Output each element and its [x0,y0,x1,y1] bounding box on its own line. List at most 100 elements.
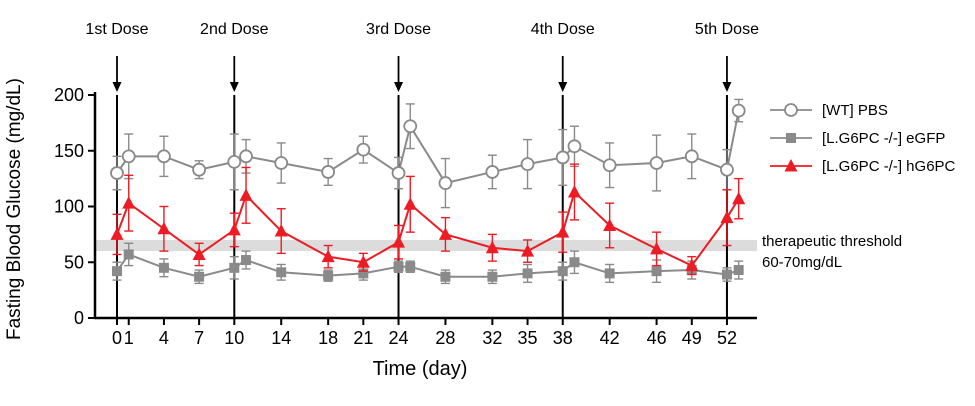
y-tick-label: 200 [54,85,84,105]
x-tick-label: 38 [553,328,573,348]
dose-label: 1st Dose [85,21,148,38]
x-tick-label: 28 [435,328,455,348]
marker-open-circle [403,119,418,134]
marker-filled-triangle [732,191,746,205]
x-tick-label: 32 [482,328,502,348]
dose-label: 2nd Dose [200,21,269,38]
marker-filled-square [405,261,416,272]
legend-item: [L.G6PC -/-] eGFP [768,129,973,147]
marker-filled-triangle [650,241,664,255]
marker-filled-triangle [438,227,452,240]
x-tick-label: 42 [600,328,620,348]
marker-filled-square [569,257,580,268]
marker-filled-triangle [720,210,734,224]
threshold-annotation-line1: therapeutic threshold [762,233,903,250]
x-tick-label: 4 [159,328,169,348]
marker-open-circle [239,149,253,164]
marker-filled-square [123,249,134,260]
marker-open-circle [192,162,207,177]
marker-open-circle [321,165,336,179]
marker-filled-triangle [403,197,417,210]
threshold-annotation-line2: 60-70mg/dL [762,254,843,271]
marker-filled-square [358,268,369,279]
marker-filled-square [651,266,662,277]
series-line-filled-square [116,253,740,278]
threshold-annotation: therapeutic threshold 60-70mg/dL [762,231,972,273]
marker-filled-square [557,266,568,277]
x-tick-label: 7 [194,328,204,348]
marker-filled-square [604,268,615,279]
marker-filled-triangle [321,249,335,263]
x-tick-label: 49 [682,328,702,348]
dose-label: 5th Dose [695,21,759,38]
marker-open-circle [157,149,171,164]
x-tick-label: 24 [389,328,409,348]
marker-filled-triangle [122,196,136,209]
legend-label: [WT] PBS [822,101,888,119]
y-tick-label: 150 [54,141,84,161]
x-tick-label: 10 [224,328,244,348]
x-tick-label: 52 [717,328,737,348]
marker-filled-triangle [110,227,124,240]
dose-label: 4th Dose [531,21,595,38]
y-axis-label: Fasting Blood Glucose (mg/dL) [4,78,25,340]
marker-filled-square [393,261,404,272]
y-tick-label: 100 [54,197,84,217]
marker-filled-square [440,271,451,282]
marker-filled-square [158,262,169,273]
marker-filled-square [241,255,252,266]
dose-label: 3rd Dose [366,21,431,38]
marker-filled-square [194,271,205,282]
x-tick-label: 1 [124,328,134,348]
marker-open-circle [649,156,664,170]
x-tick-label: 21 [353,328,373,348]
marker-filled-triangle [227,222,241,236]
marker-open-circle [731,103,746,118]
x-tick-label: 0 [112,328,122,348]
marker-filled-square [229,262,240,273]
marker-filled-triangle [567,185,581,198]
legend-marker-open-circle [770,103,812,117]
dose-arrow-head [722,82,732,92]
x-tick-label: 35 [518,328,538,348]
marker-filled-triangle [356,255,370,268]
marker-open-circle [684,149,699,164]
marker-open-circle [485,165,500,179]
marker-filled-square [323,270,334,281]
dose-arrow-head [229,82,239,92]
marker-filled-triangle [274,224,288,237]
marker-open-circle [520,157,535,172]
marker-filled-square [276,267,287,278]
legend: [WT] PBS [L.G6PC -/-] eGFP [L.G6PC -/-] hG… [768,101,973,185]
marker-open-circle [438,176,453,190]
marker-open-circle [110,166,124,180]
marker-filled-triangle [485,240,499,254]
therapeutic-threshold-band [95,239,757,252]
marker-open-circle [356,142,371,157]
marker-open-circle [567,139,582,154]
marker-filled-triangle [239,188,253,201]
marker-open-circle [227,154,242,169]
dose-arrow-head [558,82,568,92]
marker-filled-triangle [556,225,570,238]
marker-filled-triangle [157,221,171,235]
marker-filled-square [112,266,122,277]
y-tick-label: 0 [74,308,84,328]
marker-open-circle [555,150,570,165]
series-line-open-circle [116,110,740,185]
marker-open-circle [720,162,734,177]
marker-filled-triangle [603,218,617,231]
legend-item: [L.G6PC -/-] hG6PC [768,157,973,175]
marker-filled-triangle [392,235,406,248]
legend-marker-filled-triangle [770,159,812,172]
x-tick-label: 14 [271,328,291,348]
marker-filled-triangle [685,258,699,272]
marker-filled-square [721,269,732,280]
marker-filled-square [522,268,533,279]
marker-filled-triangle [192,247,206,260]
marker-open-circle [391,166,406,180]
legend-label: [L.G6PC -/-] hG6PC [822,157,956,175]
marker-open-circle [121,149,136,164]
y-tick-label: 50 [64,252,84,272]
